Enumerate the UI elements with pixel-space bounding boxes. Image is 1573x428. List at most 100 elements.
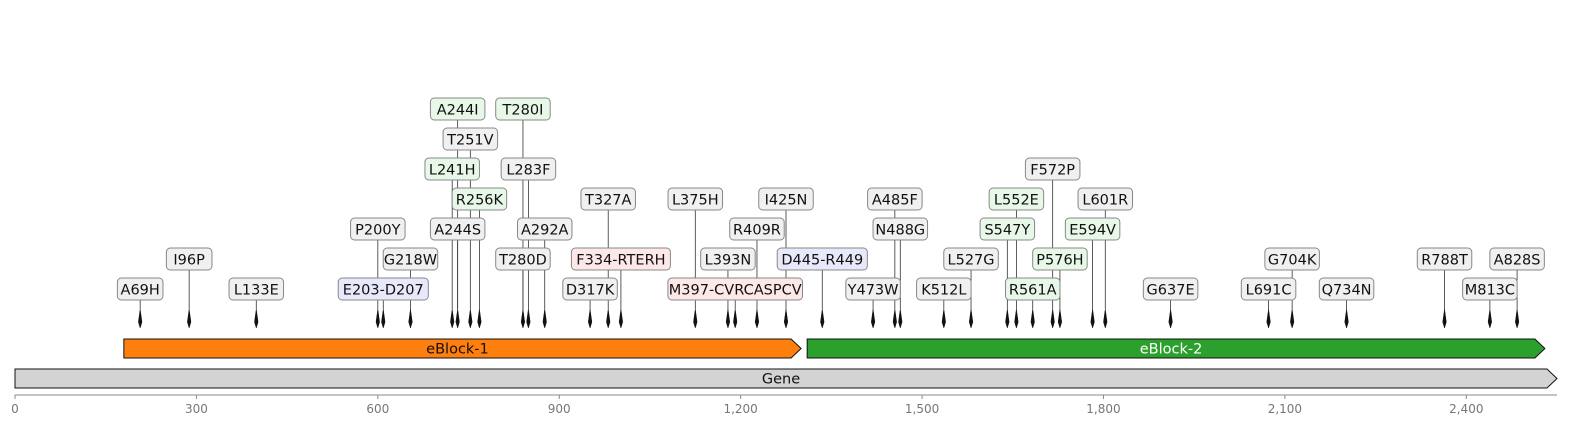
mutation-label-text: S547Y bbox=[984, 223, 1030, 239]
mutation-marker bbox=[733, 308, 738, 329]
mutation-label-box bbox=[872, 217, 929, 241]
mutation-label-text: M397-CVRCASPCV bbox=[669, 283, 802, 299]
mutation-label-y473w: Y473W bbox=[845, 277, 901, 301]
mutation-label-box bbox=[165, 247, 213, 271]
mutation-label-text: R256K bbox=[456, 193, 504, 209]
mutation-marker bbox=[725, 308, 731, 329]
mutation-label-p576h: P576H bbox=[1032, 247, 1088, 271]
mutation-label-box bbox=[667, 277, 804, 301]
axis-tick-label: 900 bbox=[548, 402, 571, 416]
mutation-marker bbox=[450, 308, 455, 329]
mutation-label-g704k: G704K bbox=[1264, 247, 1320, 271]
mutation-label-box bbox=[1462, 277, 1518, 301]
mutation-marker bbox=[381, 308, 386, 329]
mutation-label-f334-rterh: F334-RTERH bbox=[570, 247, 671, 271]
mutation-label-t251v: T251V bbox=[442, 127, 499, 151]
mutation-marker bbox=[1030, 308, 1035, 329]
mutation-label-text: K512L bbox=[921, 283, 966, 299]
mutation-label-box bbox=[382, 247, 439, 271]
mutation-label-text: L691C bbox=[1246, 283, 1292, 299]
mutation-label-text: G637E bbox=[1147, 283, 1195, 299]
mutation-label-text: G704K bbox=[1268, 253, 1317, 269]
mutation-marker bbox=[1290, 308, 1295, 329]
mutation-label-text: Q734N bbox=[1322, 283, 1372, 299]
mutation-label-text: L601R bbox=[1082, 193, 1128, 209]
mutation-label-l601r: L601R bbox=[1077, 187, 1134, 211]
mutation-marker bbox=[693, 308, 698, 329]
mutation-marker bbox=[783, 308, 789, 329]
mutation-label-box bbox=[451, 187, 508, 211]
mutation-markers bbox=[138, 308, 1520, 329]
mutation-label-d317k: D317K bbox=[562, 277, 618, 301]
mutation-label-text: P200Y bbox=[355, 223, 400, 239]
mutation-label-text: N488G bbox=[875, 223, 925, 239]
mutation-label-box bbox=[580, 187, 636, 211]
mutation-label-box bbox=[1024, 157, 1081, 181]
mutation-label-e594v: E594V bbox=[1064, 217, 1121, 241]
mutation-label-text: E203-D207 bbox=[343, 283, 424, 299]
mutation-marker bbox=[1266, 308, 1271, 329]
mutation-label-e203-d207: E203-D207 bbox=[337, 277, 429, 301]
mutation-label-box bbox=[1318, 277, 1375, 301]
mutation-marker bbox=[526, 308, 531, 329]
mutation-marker bbox=[892, 308, 897, 329]
mutation-stems bbox=[139, 120, 1518, 309]
mutation-label-box bbox=[500, 157, 557, 181]
mutation-label-text: L133E bbox=[234, 283, 279, 299]
mutation-label-l552e: L552E bbox=[988, 187, 1045, 211]
mutation-label-text: L393N bbox=[705, 253, 752, 269]
mutation-label-box bbox=[424, 157, 480, 181]
mutation-label-text: R561A bbox=[1009, 283, 1057, 299]
mutation-label-box bbox=[1032, 247, 1088, 271]
mutation-marker bbox=[408, 308, 413, 329]
mutation-label-text: T280D bbox=[498, 253, 547, 269]
mutation-label-text: A292A bbox=[521, 223, 569, 239]
mutation-label-box bbox=[570, 247, 671, 271]
mutation-label-box bbox=[758, 187, 814, 211]
mutation-marker bbox=[455, 308, 460, 329]
mutation-label-box bbox=[943, 247, 999, 271]
mutation-label-l393n: L393N bbox=[700, 247, 756, 271]
mutation-label-box bbox=[729, 217, 785, 241]
mutation-label-box bbox=[1264, 247, 1320, 271]
mutation-label-box bbox=[867, 187, 923, 211]
mutation-label-l133e: L133E bbox=[228, 277, 285, 301]
mutation-label-box bbox=[429, 97, 486, 121]
axis-tick-label: 0 bbox=[11, 402, 19, 416]
mutation-label-box bbox=[337, 277, 429, 301]
mutation-label-text: Y473W bbox=[847, 283, 899, 299]
mutation-label-l691c: L691C bbox=[1240, 277, 1297, 301]
axis-tick-label: 300 bbox=[185, 402, 208, 416]
mutation-marker bbox=[542, 308, 547, 329]
mutation-marker bbox=[968, 308, 974, 329]
mutation-marker bbox=[1344, 308, 1349, 329]
feature-tracks: Gene eBlock-1 eBlock-2 bbox=[14, 338, 1558, 389]
mutation-label-box bbox=[988, 187, 1045, 211]
mutation-label-i96p: I96P bbox=[165, 247, 213, 271]
mutation-label-text: A244I bbox=[437, 103, 479, 119]
mutation-label-a828s: A828S bbox=[1489, 247, 1545, 271]
mutation-label-text: D445-R449 bbox=[781, 253, 863, 269]
mutation-label-box bbox=[350, 217, 406, 241]
mutation-label-r561a: R561A bbox=[1004, 277, 1061, 301]
mutation-label-k512l: K512L bbox=[916, 277, 972, 301]
mutation-label-n488g: N488G bbox=[872, 217, 929, 241]
mutation-label-text: L552E bbox=[994, 193, 1039, 209]
mutation-label-g637e: G637E bbox=[1142, 277, 1199, 301]
mutation-label-m397-cvrcaspcv: M397-CVRCASPCV bbox=[667, 277, 804, 301]
mutation-marker bbox=[1090, 308, 1095, 329]
mutation-marker bbox=[754, 308, 760, 329]
mutation-label-box bbox=[495, 247, 551, 271]
mutation-label-t280d: T280D bbox=[495, 247, 551, 271]
mutation-marker bbox=[1168, 308, 1173, 329]
axis-tick-label: 2,100 bbox=[1268, 402, 1302, 416]
mutation-label-text: L241H bbox=[429, 163, 476, 179]
mutation-label-box bbox=[495, 97, 551, 121]
feature-eblock-1 bbox=[123, 338, 802, 359]
mutation-label-box bbox=[700, 247, 756, 271]
mutation-marker bbox=[468, 308, 473, 329]
mutation-label-a69h: A69H bbox=[116, 277, 164, 301]
mutation-label-text: R409R bbox=[733, 223, 781, 239]
mutation-label-box bbox=[1416, 247, 1473, 271]
